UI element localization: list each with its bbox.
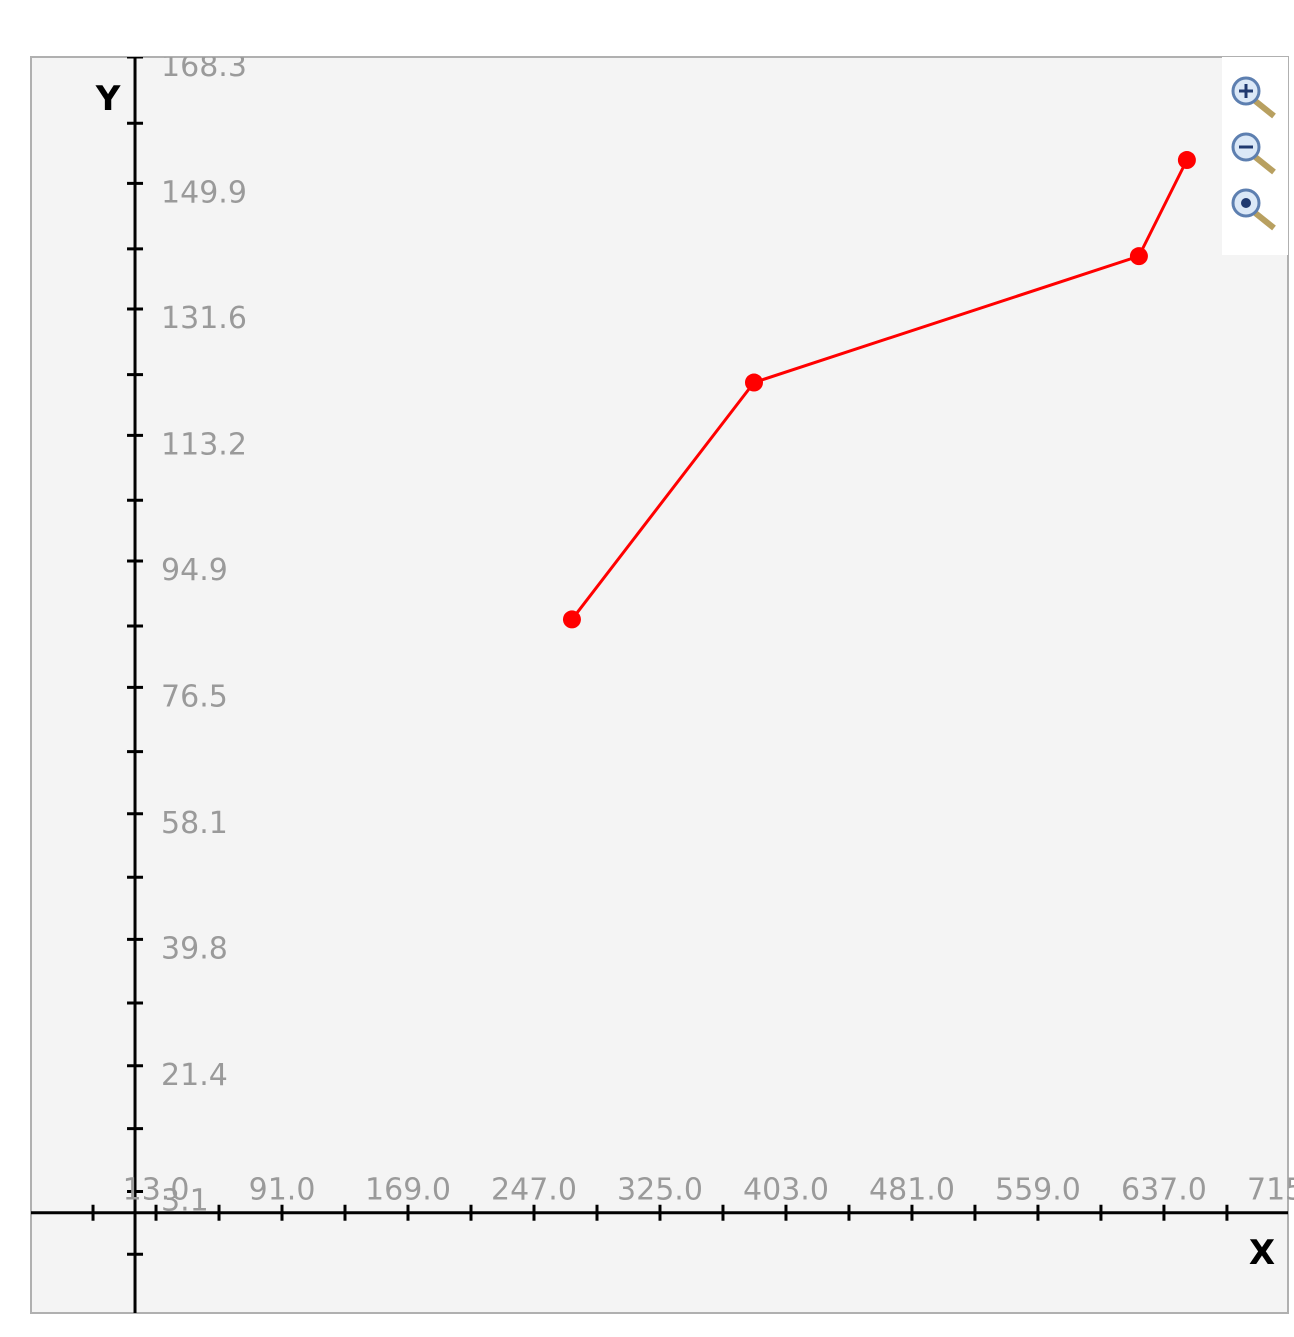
point <box>562 610 581 629</box>
x-axis-label: X <box>1249 1233 1275 1273</box>
x-tick-label: 559.0 <box>995 1173 1081 1208</box>
zoom-in[interactable] <box>1231 76 1276 119</box>
point <box>1129 247 1148 266</box>
x-tick-label: 169.0 <box>365 1173 451 1208</box>
y-tick-label: 76.5 <box>161 679 228 714</box>
zoom-out[interactable] <box>1231 132 1276 175</box>
x-tick-label: 325.0 <box>617 1173 703 1208</box>
y-tick-label: 113.2 <box>161 427 247 462</box>
y-axis-label: Y <box>95 79 121 119</box>
x-tick-label: 13.0 <box>123 1173 190 1208</box>
zoom-reset[interactable] <box>1231 188 1276 231</box>
x-tick-label: 403.0 <box>743 1173 829 1208</box>
y-tick-label: 3.1 <box>161 1183 209 1218</box>
y-tick-label: 131.6 <box>161 301 247 336</box>
x-tick-label: 715.0 <box>1247 1173 1294 1208</box>
y-tick-label: 58.1 <box>161 806 228 841</box>
zoom-toolbar <box>1222 57 1288 255</box>
plot: 3.1 21.4 39.8 58.1 76.5 94.9 113.2 131.6 149.9 16… <box>31 49 1288 1313</box>
x-tick-label: 637.0 <box>1121 1173 1207 1208</box>
x-tick-label: 91.0 <box>249 1173 316 1208</box>
plot-area <box>30 56 1289 1314</box>
y-tick-label: 168.3 <box>161 49 247 84</box>
y-tick-label: 39.8 <box>161 931 228 966</box>
line <box>570 159 1189 621</box>
y-tick-label: 149.9 <box>161 175 247 210</box>
y-tick-label: 21.4 <box>161 1058 228 1093</box>
y-tick-label: 94.9 <box>161 553 228 588</box>
point <box>1177 151 1196 170</box>
x-tick-label: 247.0 <box>491 1173 577 1208</box>
x-tick-label: 481.0 <box>869 1173 955 1208</box>
point <box>744 373 763 392</box>
